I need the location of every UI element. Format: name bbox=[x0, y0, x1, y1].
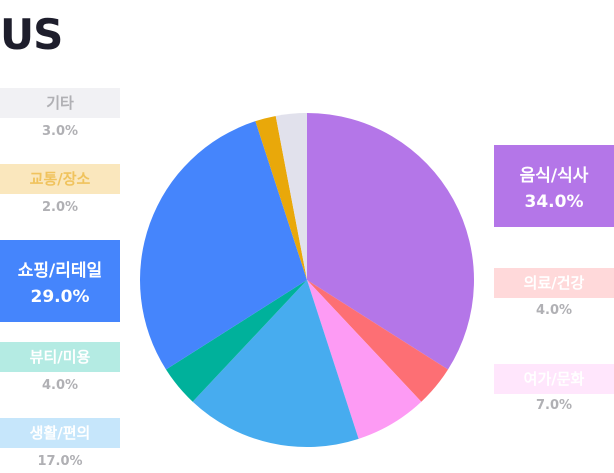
pct-beauty: 4.0% bbox=[41, 378, 79, 393]
label-food: 음식/식사 34.0% bbox=[494, 145, 614, 227]
slice-label: 쇼핑/리테일 bbox=[17, 260, 103, 281]
slice-percent: 34.0% bbox=[524, 191, 584, 212]
pie-slice-2 bbox=[307, 280, 422, 439]
pie-slice-0 bbox=[307, 113, 474, 370]
label-beauty: 뷰티/미용 bbox=[0, 342, 120, 372]
label-leisure: 여가/문화 bbox=[494, 364, 614, 394]
slice-label: 음식/식사 bbox=[519, 165, 589, 186]
label-living: 생활/편의 bbox=[0, 418, 120, 448]
pie-slice-7 bbox=[275, 113, 307, 280]
pct-transport: 2.0% bbox=[41, 200, 79, 215]
chart-title: US bbox=[0, 10, 63, 59]
pct-living: 17.0% bbox=[37, 454, 83, 469]
pie-slice-6 bbox=[255, 115, 307, 281]
pie-slice-4 bbox=[166, 280, 307, 402]
pct-etc: 3.0% bbox=[41, 124, 79, 139]
label-medical: 의료/건강 bbox=[494, 268, 614, 298]
pct-medical: 4.0% bbox=[535, 303, 573, 318]
pct-leisure: 7.0% bbox=[535, 398, 573, 413]
pie-slice-5 bbox=[140, 121, 307, 370]
label-transport: 교통/장소 bbox=[0, 164, 120, 194]
slice-percent: 29.0% bbox=[30, 286, 90, 307]
pie-slice-3 bbox=[192, 280, 359, 448]
label-shopping: 쇼핑/리테일 29.0% bbox=[0, 240, 120, 322]
label-etc: 기타 bbox=[0, 88, 120, 118]
pie-slice-1 bbox=[307, 280, 448, 402]
